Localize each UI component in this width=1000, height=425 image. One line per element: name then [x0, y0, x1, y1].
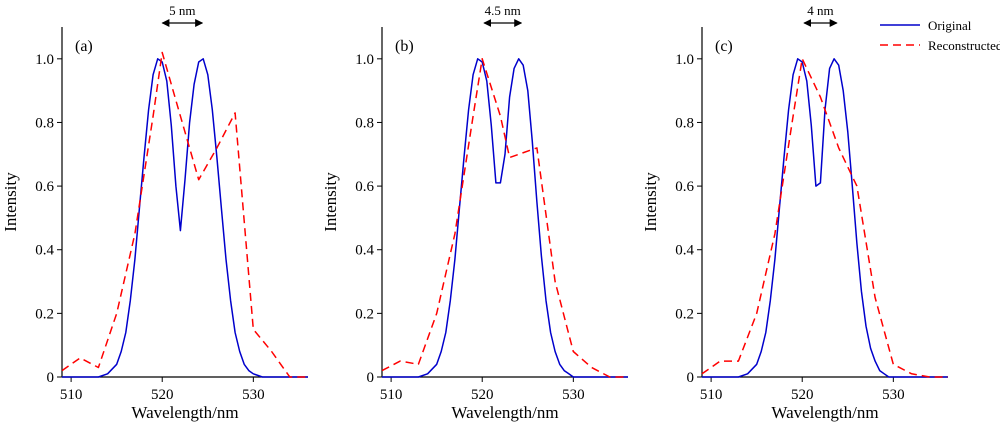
x-tick-label: 510 [700, 387, 723, 403]
separation-label: 4.5 nm [485, 3, 521, 18]
y-tick-label: 1.0 [355, 52, 374, 68]
y-tick-label: 0.4 [35, 243, 54, 259]
x-tick-label: 530 [882, 387, 905, 403]
y-tick-label: 0.4 [675, 243, 694, 259]
y-tick-label: 0.6 [355, 179, 374, 195]
series-line-reconstructed [61, 51, 308, 378]
x-axis-label: Wavelength/nm [451, 403, 558, 422]
y-tick-label: 0.2 [35, 306, 54, 322]
x-tick-label: 530 [562, 387, 585, 403]
y-tick-label: 0.6 [35, 179, 54, 195]
series-line-original [702, 58, 948, 378]
legend: Original Reconstructed [880, 18, 1000, 53]
x-tick-label: 520 [471, 387, 494, 403]
separation-label: 5 nm [169, 3, 195, 18]
y-tick-label: 0.6 [675, 179, 694, 195]
legend-label-reconstructed: Reconstructed [928, 38, 1000, 53]
y-tick-label: 0.4 [355, 243, 374, 259]
series-line-original [62, 58, 308, 378]
y-axis-label: Intensity [1, 172, 20, 232]
y-tick-label: 0.8 [35, 115, 54, 131]
x-tick-label: 520 [151, 387, 174, 403]
panel-label: (c) [715, 38, 733, 55]
x-tick-label: 510 [380, 387, 403, 403]
x-axis-label: Wavelength/nm [131, 403, 238, 422]
series-line-reconstructed [381, 58, 628, 378]
y-tick-label: 0.8 [355, 115, 374, 131]
separation-label: 4 nm [807, 3, 833, 18]
panel-label: (a) [75, 38, 93, 55]
y-tick-label: 0 [47, 370, 55, 386]
y-tick-label: 0.2 [355, 306, 374, 322]
y-tick-label: 0 [687, 370, 695, 386]
panel-label: (b) [395, 38, 414, 55]
legend-label-original: Original [928, 18, 972, 33]
x-tick-label: 510 [60, 387, 83, 403]
y-axis-label: Intensity [321, 172, 340, 232]
y-tick-label: 0.2 [675, 306, 694, 322]
series-line-original [382, 58, 628, 378]
y-tick-label: 1.0 [35, 52, 54, 68]
x-axis-label: Wavelength/nm [771, 403, 878, 422]
x-tick-label: 520 [791, 387, 814, 403]
series-line-reconstructed [701, 58, 948, 378]
y-tick-label: 0.8 [675, 115, 694, 131]
y-axis-label: Intensity [641, 172, 660, 232]
y-tick-label: 0 [367, 370, 375, 386]
x-tick-label: 530 [242, 387, 265, 403]
y-tick-label: 1.0 [675, 52, 694, 68]
